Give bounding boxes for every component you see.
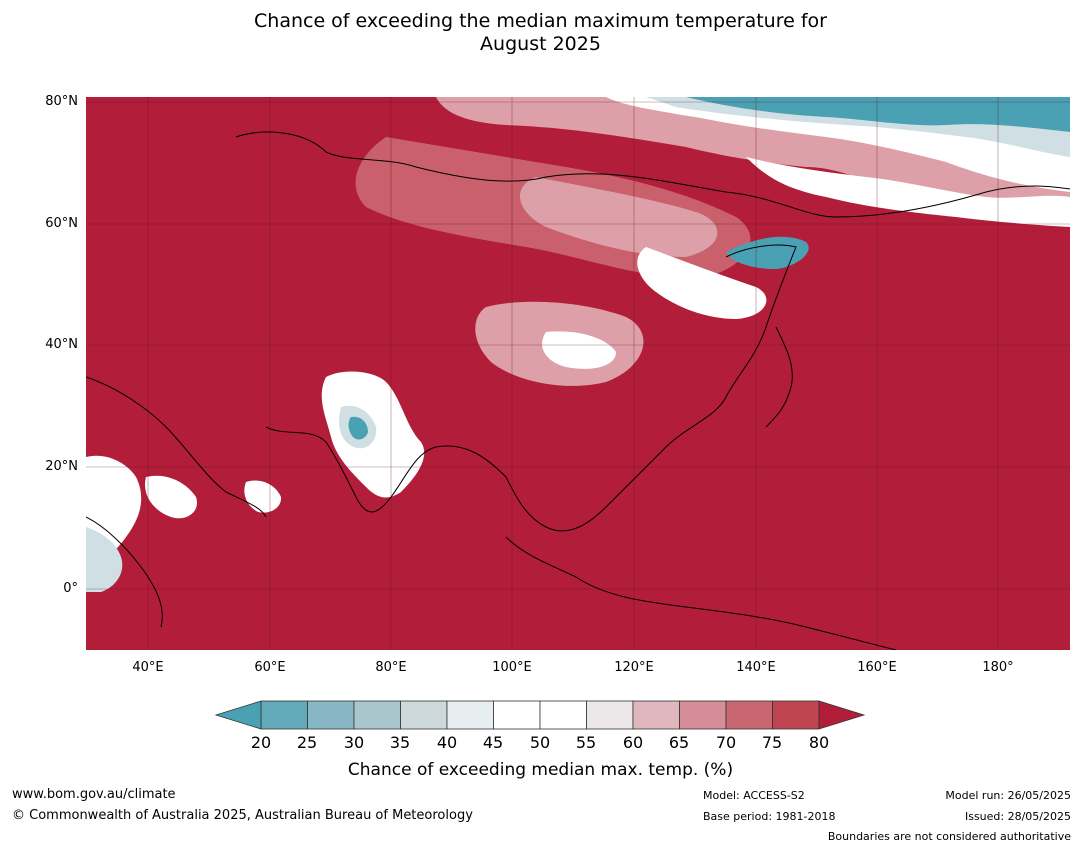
lon-label-100e: 100°E: [492, 660, 532, 675]
colorbar-segment: [632, 700, 680, 730]
yemen-white-zone: [145, 475, 197, 519]
title-line-2: August 2025: [480, 33, 601, 55]
colorbar-tick-45: 45: [482, 733, 504, 752]
lat-label-20n: 20°N: [45, 459, 78, 474]
base-period-text: Base period: 1981-2018: [703, 810, 836, 823]
colorbar-segment: [493, 700, 541, 730]
model-run-text: Model run: 26/05/2025: [945, 789, 1071, 802]
mongolia-white-zone: [637, 247, 767, 319]
coastlines: [85, 131, 1071, 651]
lat-label-40n: 40°N: [45, 337, 78, 352]
lon-label-80e: 80°E: [375, 660, 407, 675]
forecast-map: [85, 97, 1071, 651]
colorbar-segment: [772, 700, 820, 730]
colorbar-tick-65: 65: [668, 733, 690, 752]
lat-label-equator: 0°: [63, 581, 78, 596]
siberia-pink-zone: [519, 177, 718, 257]
lon-label-120e: 120°E: [614, 660, 654, 675]
colorbar-tick-80: 80: [808, 733, 830, 752]
colorbar-tick-40: 40: [436, 733, 458, 752]
okhotsk-blue-zone: [726, 236, 809, 269]
gobi-white-zone: [542, 331, 616, 369]
colorbar-tick-25: 25: [296, 733, 318, 752]
colorbar-segment: [725, 700, 773, 730]
boundaries-disclaimer: Boundaries are not considered authoritat…: [827, 830, 1071, 843]
colorbar: [214, 700, 866, 730]
arctic-blue-zone: [686, 97, 1070, 132]
horn-africa-lightblue-zone: [86, 527, 123, 592]
colorbar-segment: [260, 700, 308, 730]
colorbar-title: Chance of exceeding median max. temp. (%…: [347, 760, 734, 780]
lon-label-60e: 60°E: [254, 660, 286, 675]
lon-label-180: 180°: [982, 660, 1014, 675]
arabian-sea-white-zone: [244, 480, 282, 513]
colorbar-segment: [586, 700, 634, 730]
india-blue-zone: [348, 416, 368, 440]
map-canvas: [85, 97, 1071, 651]
graticule: [86, 97, 1070, 650]
lon-label-40e: 40°E: [132, 660, 164, 675]
colorbar-segment: [539, 700, 587, 730]
colorbar-low-extension: [214, 700, 262, 730]
colorbar-tick-55: 55: [575, 733, 597, 752]
issued-text: Issued: 28/05/2025: [964, 810, 1071, 823]
website-link[interactable]: www.bom.gov.au/climate: [12, 787, 176, 802]
colorbar-segment: [679, 700, 727, 730]
model-text: Model: ACCESS-S2: [703, 789, 805, 802]
colorbar-segment: [446, 700, 494, 730]
colorbar-tick-30: 30: [343, 733, 365, 752]
lon-label-160e: 160°E: [857, 660, 897, 675]
title-line-1: Chance of exceeding the median maximum t…: [254, 10, 827, 32]
colorbar-tick-35: 35: [389, 733, 411, 752]
colorbar-tick-60: 60: [622, 733, 644, 752]
colorbar-segment: [353, 700, 401, 730]
colorbar-tick-50: 50: [529, 733, 551, 752]
colorbar-high-extension: [818, 700, 866, 730]
copyright-text: © Commonwealth of Australia 2025, Austra…: [12, 808, 473, 823]
colorbar-tick-20: 20: [250, 733, 272, 752]
lat-label-60n: 60°N: [45, 216, 78, 231]
siberia-white-zone: [746, 157, 1070, 227]
colorbar-segment: [400, 700, 448, 730]
colorbar-tick-75: 75: [761, 733, 783, 752]
chart-title: Chance of exceeding the median maximum t…: [0, 10, 1081, 56]
colorbar-segments: [260, 700, 820, 730]
colorbar-segment: [307, 700, 355, 730]
lat-label-80n: 80°N: [45, 94, 78, 109]
lon-label-140e: 140°E: [736, 660, 776, 675]
colorbar-tick-70: 70: [715, 733, 737, 752]
